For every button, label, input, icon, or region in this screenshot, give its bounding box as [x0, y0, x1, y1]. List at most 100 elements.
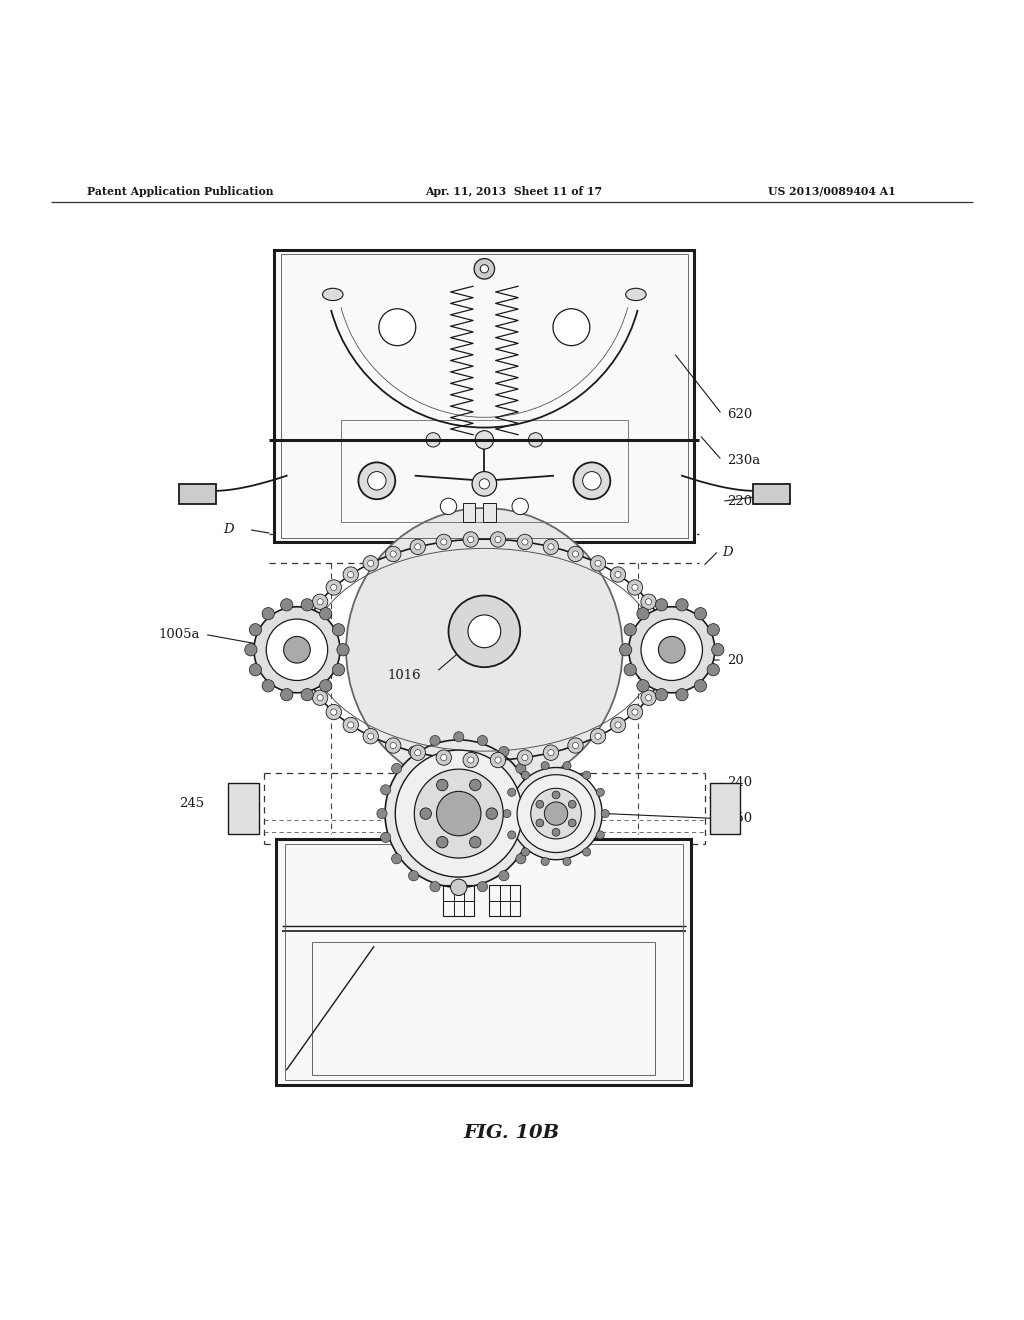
Circle shape	[708, 623, 720, 636]
Circle shape	[651, 610, 667, 624]
Circle shape	[249, 664, 261, 676]
Bar	[489, 886, 520, 916]
Circle shape	[645, 599, 651, 605]
Bar	[312, 941, 655, 1074]
Circle shape	[348, 572, 354, 578]
Circle shape	[463, 532, 478, 548]
Circle shape	[530, 788, 582, 840]
Circle shape	[499, 871, 509, 880]
Circle shape	[284, 636, 310, 663]
Circle shape	[440, 539, 446, 545]
Circle shape	[348, 722, 354, 729]
Circle shape	[568, 800, 577, 808]
Circle shape	[657, 659, 673, 675]
Bar	[463, 503, 475, 521]
Circle shape	[395, 750, 522, 876]
Circle shape	[385, 738, 400, 754]
Text: Patent Application Publication: Patent Application Publication	[87, 186, 273, 197]
Circle shape	[436, 779, 447, 791]
Circle shape	[595, 560, 601, 566]
Circle shape	[563, 762, 571, 770]
Circle shape	[364, 556, 379, 572]
Text: D: D	[223, 524, 233, 536]
Circle shape	[385, 741, 532, 887]
Circle shape	[319, 680, 332, 692]
Text: D: D	[722, 546, 732, 558]
Bar	[753, 484, 790, 504]
Circle shape	[544, 744, 559, 760]
Circle shape	[530, 808, 541, 818]
Circle shape	[454, 731, 464, 742]
Circle shape	[440, 755, 446, 760]
Circle shape	[301, 689, 313, 701]
Circle shape	[490, 752, 506, 768]
Circle shape	[659, 642, 674, 657]
Circle shape	[662, 663, 668, 669]
Circle shape	[307, 614, 313, 620]
Circle shape	[430, 735, 440, 746]
Circle shape	[583, 847, 591, 857]
Circle shape	[548, 544, 554, 550]
Text: Apr. 11, 2013  Sheet 11 of 17: Apr. 11, 2013 Sheet 11 of 17	[425, 186, 602, 197]
Circle shape	[307, 680, 313, 685]
Circle shape	[536, 800, 544, 808]
Bar	[285, 845, 683, 1080]
Circle shape	[614, 572, 621, 578]
Circle shape	[610, 566, 626, 582]
Circle shape	[517, 750, 532, 766]
Circle shape	[486, 808, 498, 820]
Circle shape	[451, 879, 467, 895]
Circle shape	[420, 808, 431, 820]
Text: 20: 20	[727, 653, 743, 667]
Text: 1016: 1016	[387, 669, 421, 682]
Circle shape	[655, 689, 668, 701]
Bar	[710, 783, 740, 834]
Circle shape	[474, 259, 495, 279]
Circle shape	[641, 619, 702, 681]
Circle shape	[410, 539, 425, 554]
Circle shape	[301, 630, 307, 636]
Circle shape	[468, 536, 474, 543]
Circle shape	[596, 830, 604, 840]
Circle shape	[368, 471, 386, 490]
Circle shape	[548, 750, 554, 756]
Circle shape	[468, 756, 474, 763]
Circle shape	[317, 694, 324, 701]
Circle shape	[712, 644, 724, 656]
Circle shape	[583, 771, 591, 779]
Circle shape	[583, 471, 601, 490]
Circle shape	[664, 647, 670, 653]
Circle shape	[614, 722, 621, 729]
Circle shape	[552, 829, 560, 836]
Circle shape	[426, 433, 440, 447]
Circle shape	[521, 847, 529, 857]
Circle shape	[658, 636, 685, 663]
Circle shape	[596, 788, 604, 796]
Circle shape	[319, 607, 332, 620]
Circle shape	[676, 599, 688, 611]
Circle shape	[528, 433, 543, 447]
Bar	[179, 484, 216, 504]
Circle shape	[641, 690, 656, 705]
Circle shape	[490, 532, 506, 548]
Bar	[483, 503, 496, 521]
Circle shape	[477, 882, 487, 892]
Circle shape	[368, 560, 374, 566]
Circle shape	[317, 599, 324, 605]
Circle shape	[694, 607, 707, 620]
Circle shape	[331, 709, 337, 715]
Circle shape	[541, 762, 549, 770]
Circle shape	[390, 550, 396, 557]
Circle shape	[572, 742, 579, 748]
Circle shape	[536, 818, 544, 826]
Circle shape	[662, 630, 668, 636]
Circle shape	[301, 599, 313, 611]
Circle shape	[410, 744, 425, 760]
Circle shape	[567, 546, 583, 562]
Circle shape	[262, 680, 274, 692]
Circle shape	[694, 680, 707, 692]
Circle shape	[641, 594, 656, 610]
Circle shape	[390, 742, 396, 748]
Circle shape	[637, 680, 649, 692]
Circle shape	[544, 539, 559, 554]
